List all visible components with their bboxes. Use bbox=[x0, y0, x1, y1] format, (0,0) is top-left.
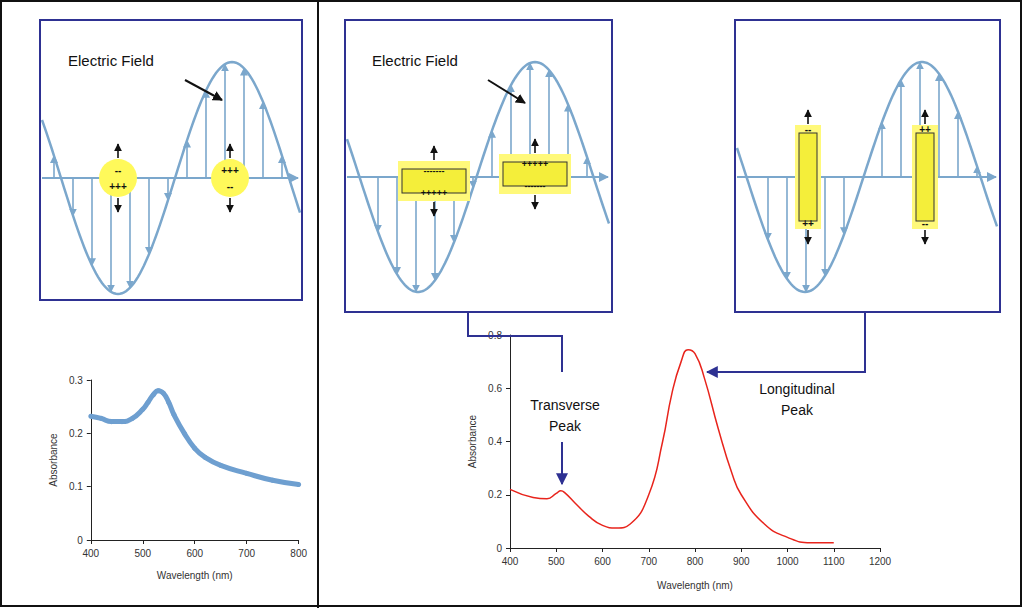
svg-text:+++: +++ bbox=[221, 165, 239, 176]
svg-text:Electric Field: Electric Field bbox=[68, 52, 154, 69]
svg-text:0.3: 0.3 bbox=[69, 375, 83, 386]
svg-text:0.8: 0.8 bbox=[488, 330, 502, 341]
svg-text:-------: ------- bbox=[424, 166, 445, 176]
svg-text:600: 600 bbox=[186, 548, 203, 559]
svg-text:Absorbance: Absorbance bbox=[48, 433, 59, 487]
svg-text:Electric Field: Electric Field bbox=[372, 52, 458, 69]
svg-text:600: 600 bbox=[594, 556, 611, 567]
svg-text:Transverse: Transverse bbox=[530, 397, 600, 413]
svg-text:500: 500 bbox=[134, 548, 151, 559]
svg-text:0.2: 0.2 bbox=[69, 428, 83, 439]
svg-text:++: ++ bbox=[802, 218, 814, 229]
svg-text:+++++: +++++ bbox=[522, 159, 548, 169]
svg-text:0.4: 0.4 bbox=[488, 436, 502, 447]
svg-text:400: 400 bbox=[502, 556, 519, 567]
svg-text:0.6: 0.6 bbox=[488, 383, 502, 394]
svg-text:Wavelength (nm): Wavelength (nm) bbox=[657, 580, 733, 591]
svg-text:0: 0 bbox=[496, 543, 502, 554]
svg-text:700: 700 bbox=[238, 548, 255, 559]
svg-text:-------: ------- bbox=[525, 181, 546, 191]
svg-text:1000: 1000 bbox=[776, 556, 799, 567]
svg-text:--: -- bbox=[227, 181, 234, 192]
svg-text:700: 700 bbox=[640, 556, 657, 567]
svg-text:Wavelength (nm): Wavelength (nm) bbox=[157, 570, 233, 581]
svg-text:--: -- bbox=[805, 124, 812, 135]
svg-text:900: 900 bbox=[733, 556, 750, 567]
svg-text:1200: 1200 bbox=[869, 556, 892, 567]
svg-text:++: ++ bbox=[919, 124, 931, 135]
svg-text:Peak: Peak bbox=[781, 402, 814, 418]
svg-text:0.1: 0.1 bbox=[69, 481, 83, 492]
svg-text:Absorbance: Absorbance bbox=[467, 414, 478, 468]
svg-text:0.2: 0.2 bbox=[488, 489, 502, 500]
svg-text:Longitudinal: Longitudinal bbox=[759, 381, 835, 397]
svg-text:--: -- bbox=[922, 218, 929, 229]
svg-text:400: 400 bbox=[82, 548, 99, 559]
svg-text:1100: 1100 bbox=[823, 556, 845, 567]
svg-text:+++++: +++++ bbox=[421, 188, 447, 198]
svg-text:Peak: Peak bbox=[549, 418, 582, 434]
svg-text:800: 800 bbox=[687, 556, 704, 567]
svg-text:+++: +++ bbox=[109, 181, 127, 192]
svg-text:--: -- bbox=[115, 165, 122, 176]
svg-text:500: 500 bbox=[548, 556, 565, 567]
svg-text:0: 0 bbox=[77, 535, 83, 546]
svg-text:800: 800 bbox=[290, 548, 307, 559]
